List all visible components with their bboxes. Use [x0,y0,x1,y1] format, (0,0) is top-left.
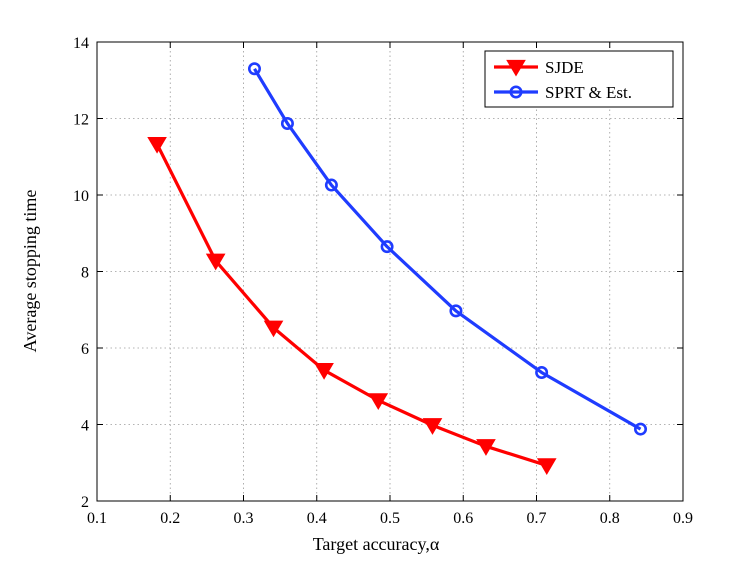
data-point [634,422,648,436]
x-tick-label: 0.7 [527,510,547,527]
legend-label: SPRT & Est. [545,83,632,102]
x-axis-tick-labels: 0.1 0.2 0.3 0.4 0.5 0.6 0.7 0.8 0.9 [87,510,693,527]
data-point [314,363,334,380]
data-point [476,439,496,456]
data-point [324,178,338,192]
legend-marker [509,85,523,99]
series-2 [247,62,648,436]
data-point [247,62,261,76]
legend-label: SJDE [545,58,584,77]
x-tick-label: 0.1 [87,510,107,527]
data-point [263,320,284,338]
series-line [155,143,548,467]
data-point [205,253,226,271]
series-line [253,67,642,431]
data-point [535,365,549,379]
legend: SJDE SPRT & Est. [484,50,674,108]
data-point [280,116,294,130]
y-tick-label: 14 [73,35,89,52]
data-point [536,458,557,475]
y-tick-label: 2 [81,494,89,511]
legend-marker [506,59,526,77]
x-axis-label: Target accuracy,α [313,534,440,554]
series-1 [147,137,557,475]
y-tick-label: 12 [73,112,89,129]
data-point [368,393,389,410]
x-axis-label-symbol: α [430,534,440,554]
x-tick-label: 0.6 [453,510,473,527]
axis-ticks [96,41,684,502]
data-series [147,62,648,475]
y-tick-label: 4 [81,418,89,435]
x-tick-label: 0.5 [380,510,400,527]
grid-lines [97,42,683,501]
y-tick-label: 8 [81,265,89,282]
x-tick-label: 0.3 [234,510,254,527]
data-point [449,304,463,318]
legend-item-1: SJDE [494,58,584,77]
x-axis-label-text: Target accuracy, [313,534,430,554]
data-point [422,418,443,435]
x-tick-label: 0.4 [307,510,327,527]
data-point [147,137,167,154]
y-tick-label: 10 [73,188,89,205]
data-point [380,240,394,254]
y-axis-label: Average stopping time [20,190,40,353]
legend-item-2: SPRT & Est. [494,83,632,102]
x-tick-label: 0.9 [673,510,693,527]
x-tick-label: 0.8 [600,510,620,527]
y-tick-label: 6 [81,341,89,358]
y-axis-tick-labels: 2 4 6 8 10 12 14 [73,35,89,511]
x-tick-label: 0.2 [160,510,180,527]
